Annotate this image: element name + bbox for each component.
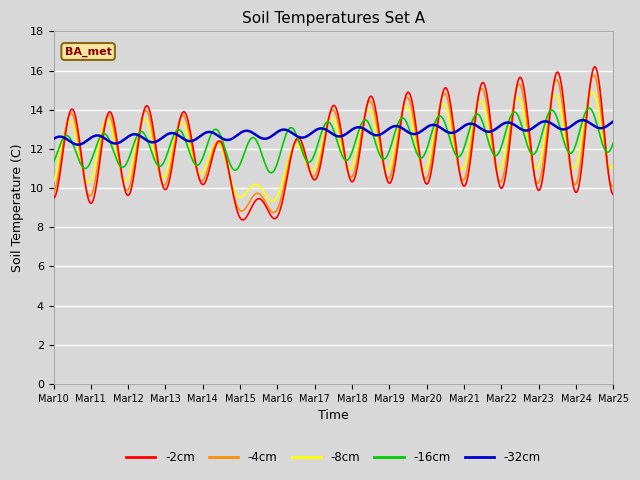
X-axis label: Time: Time: [318, 409, 349, 422]
Title: Soil Temperatures Set A: Soil Temperatures Set A: [242, 11, 425, 26]
Text: BA_met: BA_met: [65, 47, 111, 57]
Y-axis label: Soil Temperature (C): Soil Temperature (C): [11, 144, 24, 272]
Legend: -2cm, -4cm, -8cm, -16cm, -32cm: -2cm, -4cm, -8cm, -16cm, -32cm: [121, 446, 546, 469]
